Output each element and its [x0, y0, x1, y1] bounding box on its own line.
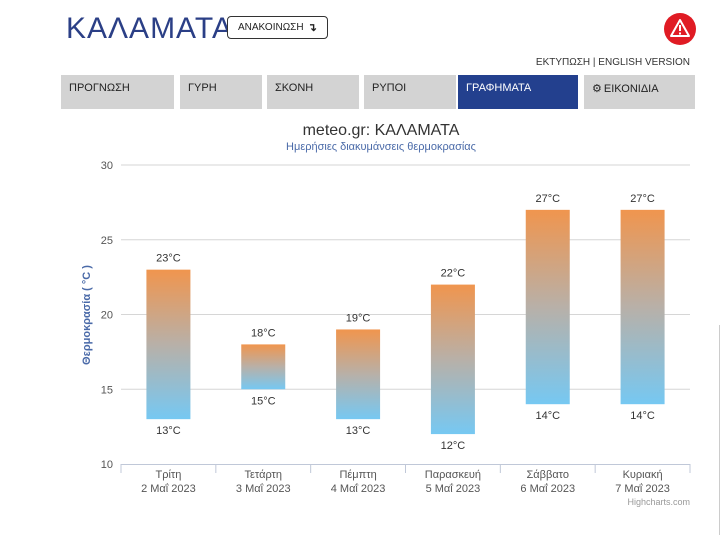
tab-dust-label: ΣΚΟΝΗ: [275, 82, 314, 94]
arrow-down-icon: ↴: [307, 22, 317, 34]
link-separator: |: [590, 57, 599, 68]
x-tick-date: 4 Μαΐ 2023: [331, 483, 386, 495]
high-temp-label: 18°C: [251, 327, 276, 339]
x-tick-day: Παρασκευή: [425, 469, 481, 481]
temperature-chart: meteo.gr: ΚΑΛΑΜΑΤΑ Ημερήσιες διακυμάνσει…: [0, 115, 722, 535]
chart-title: meteo.gr: ΚΑΛΑΜΑΤΑ: [303, 122, 460, 139]
temperature-range-bar[interactable]: [430, 284, 475, 435]
warning-triangle-icon[interactable]: [664, 13, 696, 45]
high-temp-label: 27°C: [630, 193, 655, 205]
city-title: ΚΑΛΑΜΑΤΑ: [66, 12, 233, 45]
tab-charts[interactable]: ΓΡΑΦΗΜΑΤΑ: [458, 75, 578, 109]
english-version-link[interactable]: ENGLISH VERSION: [598, 57, 690, 68]
tab-pollen-label: ΓΥΡΗ: [188, 82, 217, 94]
temperature-range-bar[interactable]: [620, 209, 665, 405]
tab-forecast-label: ΠΡΟΓΝΩΣΗ: [69, 82, 130, 94]
low-temp-label: 13°C: [346, 425, 371, 437]
high-temp-label: 22°C: [441, 268, 466, 280]
y-tick-label: 30: [101, 160, 113, 172]
low-temp-label: 14°C: [630, 410, 655, 422]
y-tick-label: 10: [101, 459, 113, 471]
scroll-edge: [719, 325, 720, 535]
high-temp-label: 19°C: [346, 312, 371, 324]
temperature-range-bar[interactable]: [525, 209, 570, 405]
low-temp-label: 14°C: [535, 410, 560, 422]
tab-forecast[interactable]: ΠΡΟΓΝΩΣΗ: [61, 75, 174, 109]
low-temp-label: 15°C: [251, 395, 276, 407]
chart-credits[interactable]: Highcharts.com: [627, 497, 690, 507]
tab-pollutants[interactable]: ΡΥΠΟΙ: [364, 75, 456, 109]
x-tick-day: Σάββατο: [527, 469, 569, 481]
announcement-button[interactable]: ΑΝΑΚΟΙΝΩΣΗ ↴: [227, 16, 328, 39]
chart-svg: meteo.gr: ΚΑΛΑΜΑΤΑ Ημερήσιες διακυμάνσει…: [81, 122, 691, 507]
x-tick-date: 7 Μαΐ 2023: [615, 483, 670, 495]
low-temp-label: 12°C: [441, 440, 466, 452]
top-links: ΕΚΤΥΠΩΣΗ | ENGLISH VERSION: [536, 57, 690, 68]
y-axis-title: Θερμοκρασία ( °C ): [81, 265, 93, 365]
temperature-range-bar[interactable]: [241, 344, 286, 390]
temperature-range-bar[interactable]: [336, 329, 381, 420]
y-tick-label: 20: [101, 310, 113, 322]
temperature-range-bar[interactable]: [146, 269, 191, 420]
tab-icons[interactable]: ⚙ ΕΙΚΟΝΙΔΙΑ: [584, 75, 695, 109]
x-tick-date: 2 Μαΐ 2023: [141, 483, 196, 495]
tab-pollutants-label: ΡΥΠΟΙ: [372, 82, 407, 94]
chart-subtitle: Ημερήσιες διακυμάνσεις θερμοκρασίας: [286, 141, 476, 153]
gear-icon: ⚙: [592, 83, 602, 95]
x-tick-day: Τετάρτη: [244, 469, 282, 481]
tab-dust[interactable]: ΣΚΟΝΗ: [267, 75, 359, 109]
high-temp-label: 23°C: [156, 253, 181, 265]
y-tick-label: 25: [101, 235, 113, 247]
x-tick-date: 6 Μαΐ 2023: [520, 483, 575, 495]
tab-charts-label: ΓΡΑΦΗΜΑΤΑ: [466, 82, 532, 94]
low-temp-label: 13°C: [156, 425, 181, 437]
high-temp-label: 27°C: [535, 193, 560, 205]
x-tick-day: Πέμπτη: [339, 469, 376, 481]
print-link[interactable]: ΕΚΤΥΠΩΣΗ: [535, 57, 591, 68]
announcement-label: ΑΝΑΚΟΙΝΩΣΗ: [238, 22, 304, 33]
x-tick-date: 3 Μαΐ 2023: [236, 483, 291, 495]
tab-pollen[interactable]: ΓΥΡΗ: [180, 75, 262, 109]
x-tick-day: Κυριακή: [623, 469, 663, 481]
x-tick-date: 5 Μαΐ 2023: [426, 483, 481, 495]
tab-icons-label: ΕΙΚΟΝΙΔΙΑ: [603, 83, 659, 95]
x-tick-day: Τρίτη: [155, 469, 181, 481]
y-tick-label: 15: [101, 384, 113, 396]
